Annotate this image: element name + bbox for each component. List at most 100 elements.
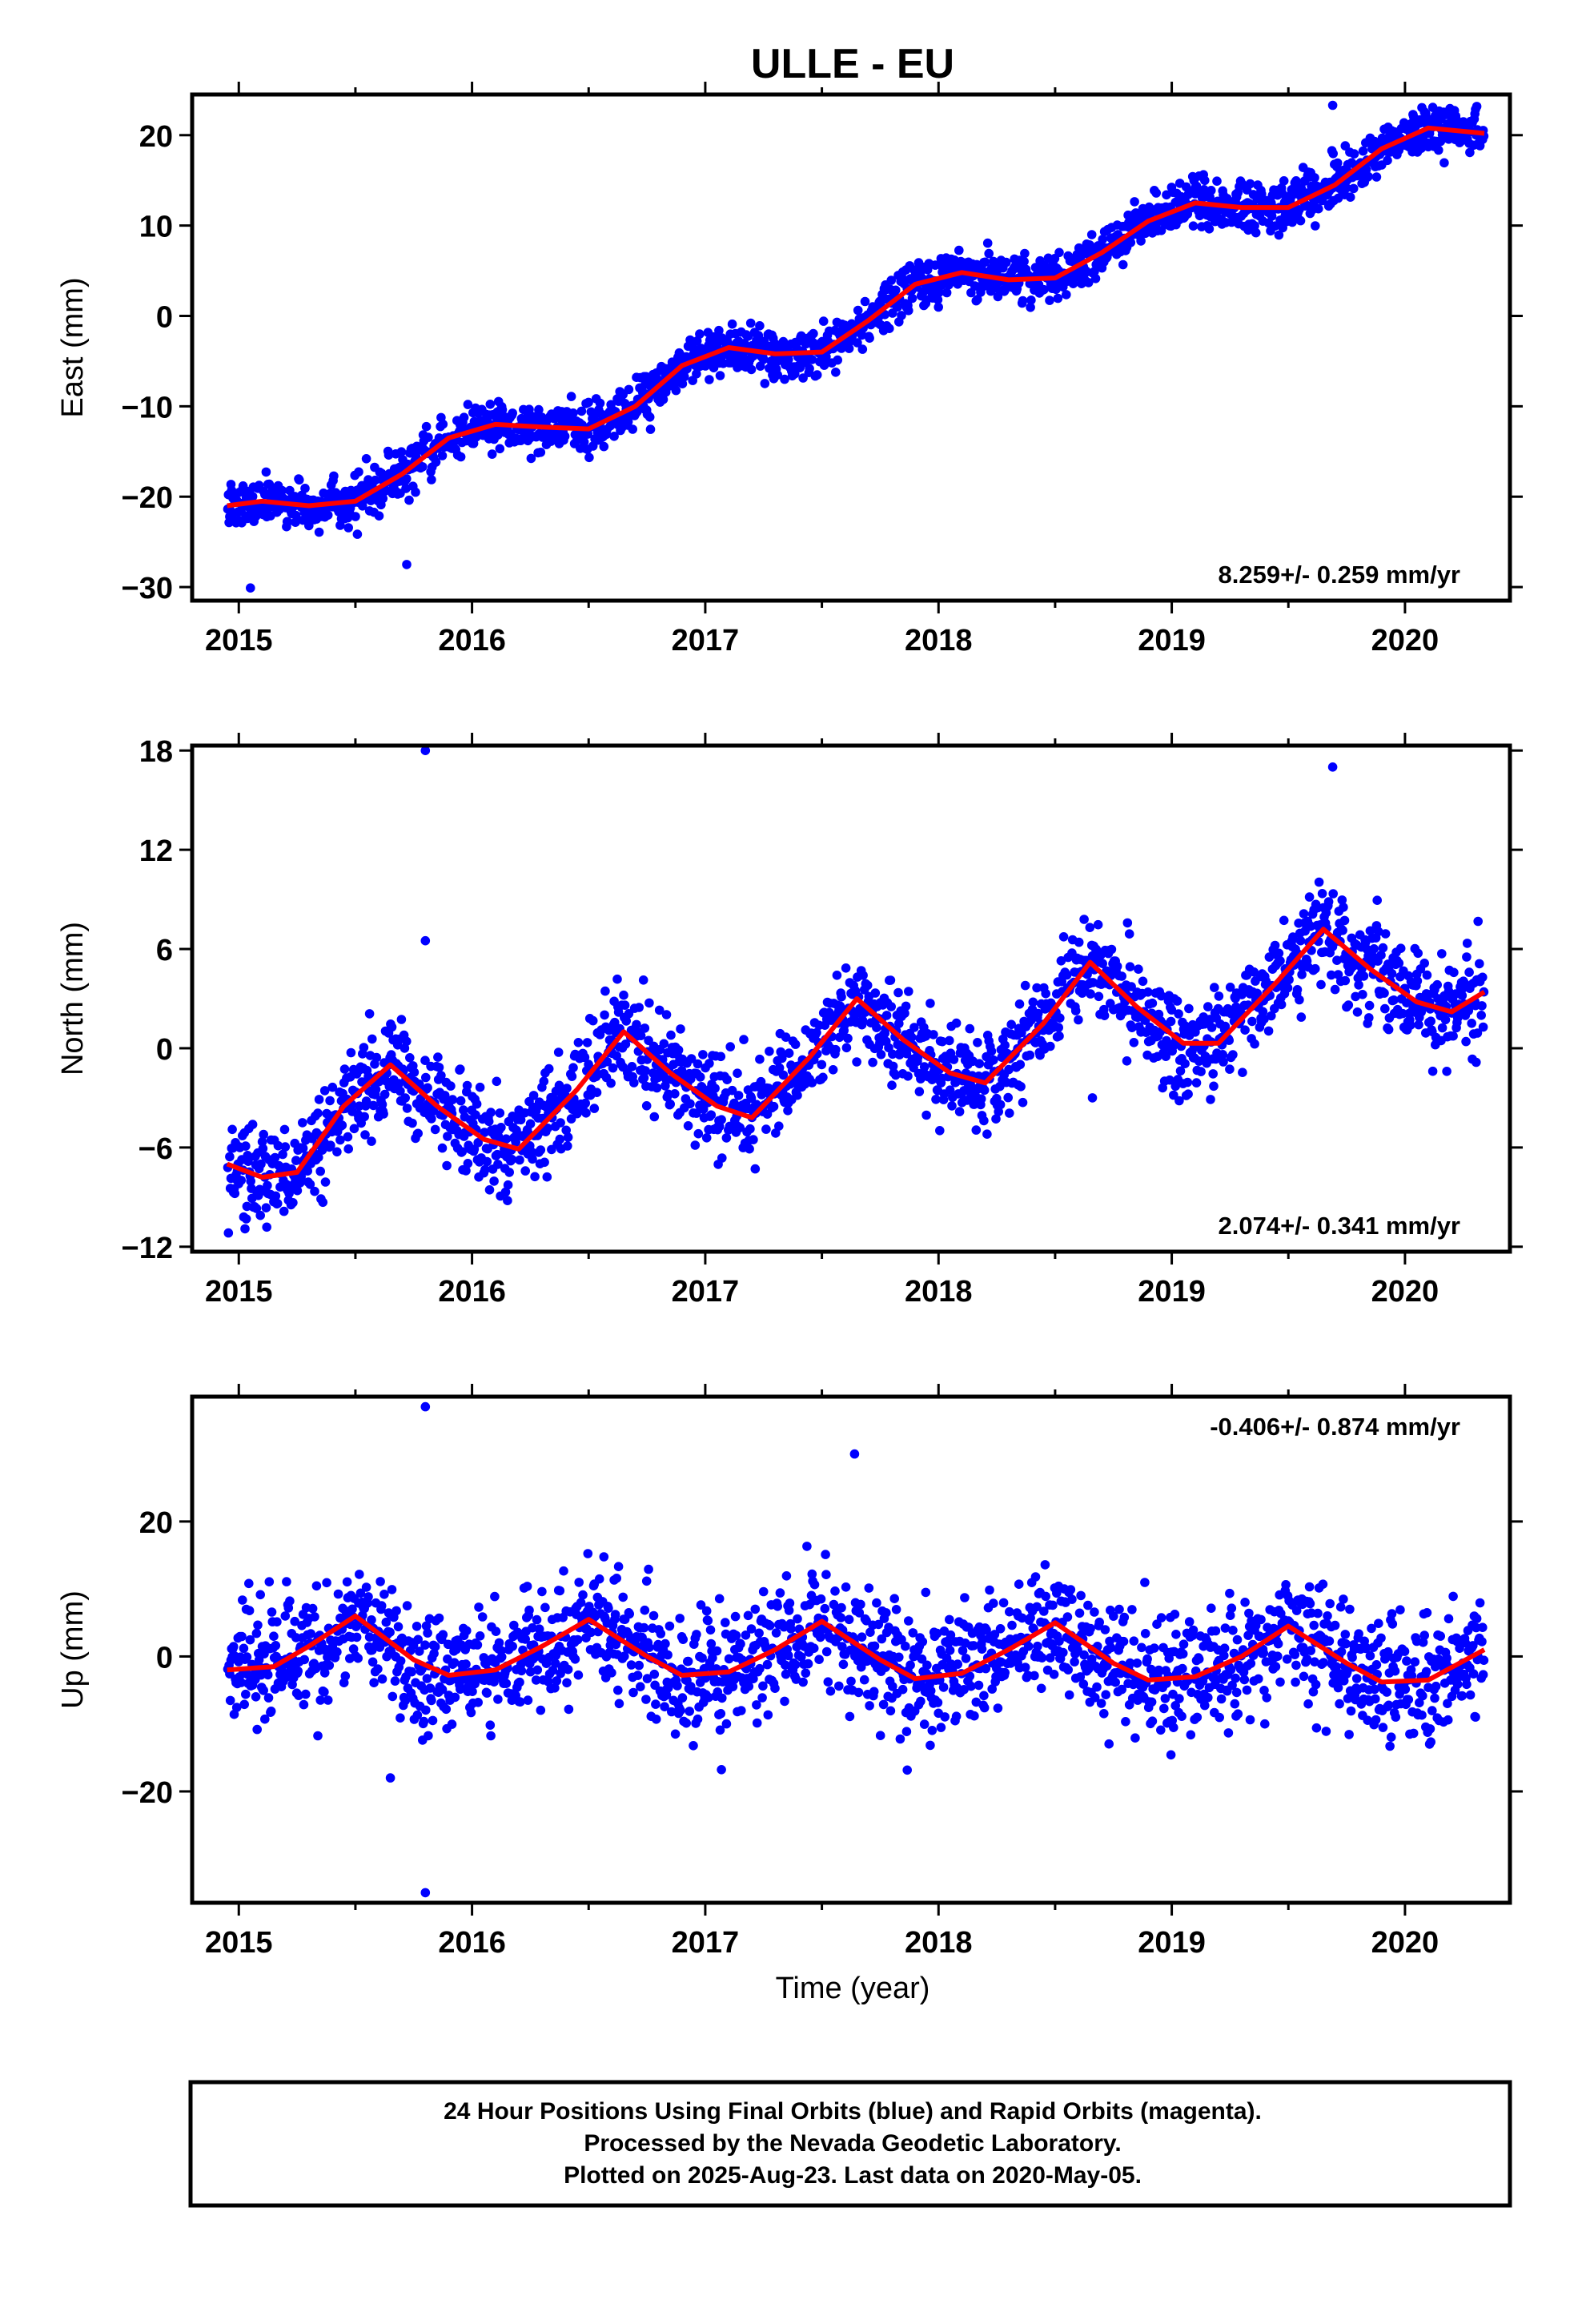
- position-point: [897, 1684, 908, 1695]
- position-point: [706, 1638, 717, 1649]
- position-point: [360, 1130, 370, 1140]
- position-point: [1054, 1031, 1064, 1041]
- position-point: [661, 1010, 672, 1019]
- position-point: [530, 1172, 540, 1182]
- position-point: [762, 1659, 773, 1670]
- position-point: [544, 1677, 553, 1687]
- position-point: [480, 1164, 490, 1175]
- position-point: [906, 1032, 917, 1042]
- position-point: [829, 1599, 839, 1610]
- position-point: [644, 1564, 653, 1574]
- position-point: [744, 1681, 754, 1691]
- position-point: [919, 1719, 930, 1729]
- position-point: [1339, 915, 1350, 926]
- position-point: [314, 527, 324, 537]
- position-point: [901, 1001, 911, 1011]
- position-point: [255, 1590, 266, 1600]
- position-point: [661, 1081, 670, 1091]
- position-point: [887, 1080, 897, 1090]
- position-point: [421, 421, 432, 432]
- position-point: [1124, 929, 1134, 939]
- position-point: [982, 238, 993, 248]
- position-point: [351, 1632, 362, 1642]
- y-tick-label: 18: [139, 735, 173, 769]
- position-point: [681, 1718, 691, 1728]
- position-point: [456, 1684, 465, 1695]
- position-point: [845, 1711, 855, 1722]
- position-point: [423, 1083, 432, 1093]
- position-point: [1448, 1031, 1458, 1041]
- position-point: [786, 1624, 796, 1634]
- position-point: [656, 1629, 666, 1638]
- position-point: [516, 1697, 525, 1707]
- position-point: [437, 451, 448, 460]
- position-point: [561, 1125, 571, 1136]
- position-point: [303, 1166, 313, 1176]
- position-point: [639, 1622, 649, 1633]
- position-point: [1058, 932, 1069, 942]
- position-point: [300, 484, 310, 493]
- position-point: [1365, 926, 1375, 936]
- position-point: [490, 1591, 500, 1602]
- position-point: [560, 431, 570, 441]
- position-point: [758, 355, 769, 364]
- position-point: [894, 1019, 904, 1028]
- position-point: [1295, 995, 1304, 1005]
- position-point: [415, 1647, 424, 1656]
- position-point: [381, 1617, 391, 1627]
- position-point: [429, 1649, 439, 1659]
- outlier-point: [1327, 100, 1338, 111]
- position-point: [632, 1671, 643, 1680]
- position-point: [612, 1574, 621, 1583]
- position-point: [947, 1101, 957, 1111]
- position-point: [841, 1043, 852, 1053]
- position-point: [431, 457, 441, 467]
- position-point: [600, 1010, 609, 1020]
- position-point: [1338, 926, 1347, 935]
- position-point: [288, 1198, 298, 1208]
- north-panel: 2015 2016 2017 2018 2019 2020−12−6061218North…: [56, 733, 1523, 1309]
- position-point: [383, 450, 394, 460]
- position-point: [807, 1569, 817, 1579]
- position-point: [495, 444, 505, 454]
- position-point: [771, 1628, 781, 1638]
- position-point: [636, 1682, 645, 1691]
- x-tick-label: 2018: [905, 624, 973, 657]
- position-point: [1053, 293, 1063, 304]
- position-point: [974, 1680, 984, 1691]
- position-point: [463, 1159, 473, 1168]
- position-point: [280, 1142, 291, 1152]
- position-point: [1175, 1066, 1186, 1076]
- position-point: [528, 1154, 537, 1164]
- position-point: [852, 1057, 861, 1067]
- position-point: [645, 424, 656, 434]
- outlier-point: [1087, 1093, 1098, 1103]
- position-point: [456, 452, 466, 462]
- position-point: [1374, 927, 1383, 937]
- x-tick-label: 2015: [205, 624, 273, 657]
- position-point: [1250, 221, 1259, 231]
- position-point: [329, 471, 339, 481]
- position-point: [641, 1695, 651, 1704]
- position-point: [763, 1710, 773, 1720]
- position-point: [613, 1562, 624, 1571]
- position-point: [387, 1022, 397, 1032]
- position-point: [943, 1638, 953, 1648]
- position-point: [223, 1228, 234, 1238]
- position-point: [815, 1632, 825, 1642]
- position-point: [736, 1639, 745, 1649]
- position-point: [282, 1577, 291, 1586]
- position-point: [1395, 943, 1406, 953]
- position-point: [894, 1652, 904, 1663]
- position-point: [965, 1671, 975, 1681]
- position-point: [733, 1068, 742, 1078]
- position-point: [240, 1224, 250, 1234]
- position-point: [251, 1204, 262, 1213]
- position-point: [705, 1625, 716, 1635]
- position-point: [1000, 1040, 1010, 1050]
- position-point: [295, 475, 304, 485]
- position-point: [644, 1642, 654, 1652]
- position-point: [634, 1003, 644, 1012]
- position-point: [641, 1101, 652, 1111]
- position-point: [404, 495, 414, 505]
